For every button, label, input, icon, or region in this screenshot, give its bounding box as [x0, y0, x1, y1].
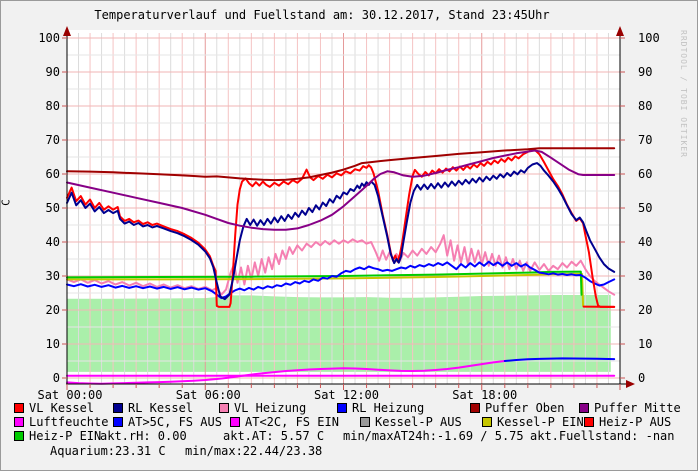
y-tick-label-left: 70 — [45, 133, 60, 147]
y-tick-label-left: 80 — [45, 99, 60, 113]
legend-stat-text: akt.Fuellstand: -nan — [530, 430, 675, 442]
legend-color-swatch — [360, 417, 370, 427]
y-tick-label-right: 0 — [638, 371, 646, 385]
legend-item-kessel-p-aus: Kessel-P AUS — [360, 416, 462, 428]
legend-item-luftfeuchte: Luftfeuchte — [14, 416, 108, 428]
legend-label: Puffer Mitte — [594, 401, 681, 415]
legend-label: Kessel-P EIN — [497, 415, 584, 429]
legend-color-swatch — [113, 417, 123, 427]
y-tick-label-right: 30 — [638, 269, 653, 283]
y-tick-label-left: 100 — [38, 31, 60, 45]
legend-color-swatch — [337, 403, 347, 413]
legend-item-heiz-p-ein: Heiz-P EIN — [14, 430, 101, 442]
y-tick-label-right: 80 — [638, 99, 653, 113]
legend-label: Luftfeuchte — [29, 415, 109, 429]
legend-label: Heiz-P AUS — [599, 415, 672, 429]
legend-item-vl-kessel: VL Kessel — [14, 402, 94, 414]
legend-label: akt.rH: 0.00 — [100, 429, 187, 443]
x-tick-label: Sat 18:00 — [452, 388, 518, 402]
legend-item-kessel-p-ein: Kessel-P EIN — [482, 416, 584, 428]
legend-color-swatch — [219, 403, 229, 413]
legend-label: min/maxAT24h:-1.69 / 5.75 — [343, 429, 524, 443]
legend-label: Aquarium:23.31 C — [50, 444, 166, 458]
legend-color-swatch — [584, 417, 594, 427]
legend-label: AT>5C, FS AUS — [128, 415, 222, 429]
y-tick-label-left: 50 — [45, 201, 60, 215]
legend-color-swatch — [230, 417, 240, 427]
legend-stat-text: akt.AT: 5.57 C — [223, 430, 324, 442]
legend-item-puffer-mitte: Puffer Mitte — [579, 402, 681, 414]
legend-label: AT<2C, FS EIN — [245, 415, 339, 429]
legend-label: RL Kessel — [128, 401, 194, 415]
legend-label: VL Kessel — [29, 401, 95, 415]
y-tick-label-right: 100 — [638, 31, 660, 45]
chart-title: Temperaturverlauf und Fuellstand am: 30.… — [94, 8, 550, 22]
legend-stat-text: Aquarium:23.31 C — [50, 445, 166, 457]
y-tick-label-right: 90 — [638, 65, 653, 79]
y-tick-label-left: 60 — [45, 167, 60, 181]
y-tick-label-left: 30 — [45, 269, 60, 283]
legend-color-swatch — [113, 403, 123, 413]
legend-color-swatch — [14, 431, 24, 441]
legend-label: Heiz-P EIN — [29, 429, 102, 443]
y-tick-label-right: 50 — [638, 201, 653, 215]
legend-stat-text: min/max:22.44/23.38 — [185, 445, 322, 457]
y-tick-label-right: 40 — [638, 235, 653, 249]
y-tick-label-left: 0 — [52, 371, 60, 385]
legend-color-swatch — [579, 403, 589, 413]
legend-label: VL Heizung — [234, 401, 307, 415]
legend-stat-text: min/maxAT24h:-1.69 / 5.75 — [343, 430, 524, 442]
legend-item-rl-kessel: RL Kessel — [113, 402, 193, 414]
y-tick-label-left: 20 — [45, 303, 60, 317]
y-tick-label-right: 70 — [638, 133, 653, 147]
legend-item-rl-heizung: RL Heizung — [337, 402, 424, 414]
legend-label: akt.AT: 5.57 C — [223, 429, 325, 443]
y-tick-label-left: 40 — [45, 235, 60, 249]
legend-color-swatch — [14, 417, 24, 427]
x-tick-label: Sat 12:00 — [313, 388, 380, 402]
legend-item-heiz-p-aus: Heiz-P AUS — [584, 416, 671, 428]
legend-item-at-2c-fs-ein: AT<2C, FS EIN — [230, 416, 339, 428]
legend-color-swatch — [14, 403, 24, 413]
legend-item-vl-heizung: VL Heizung — [219, 402, 306, 414]
legend-label: Kessel-P AUS — [375, 415, 462, 429]
legend-label: min/max:22.44/23.38 — [185, 444, 323, 458]
x-tick-label: Sat 06:00 — [175, 388, 241, 402]
legend-item-puffer-oben: Puffer Oben — [470, 402, 564, 414]
legend-label: RL Heizung — [352, 401, 425, 415]
rrdtool-watermark: RRDTOOL / TOBI OETIKER — [679, 30, 688, 158]
legend-stat-text: akt.rH: 0.00 — [100, 430, 187, 442]
legend-color-swatch — [470, 403, 480, 413]
y-tick-label-right: 10 — [638, 337, 653, 351]
legend-label: akt.Fuellstand: -nan — [530, 429, 675, 443]
legend-color-swatch — [482, 417, 492, 427]
legend-label: Puffer Oben — [485, 401, 565, 415]
y-tick-label-left: 90 — [45, 65, 60, 79]
y-tick-label-right: 60 — [638, 167, 653, 181]
legend-item-at-5c-fs-aus: AT>5C, FS AUS — [113, 416, 222, 428]
y-tick-label-left: 10 — [45, 337, 60, 351]
y-tick-label-right: 20 — [638, 303, 653, 317]
x-tick-label: Sat 00:00 — [37, 388, 103, 402]
